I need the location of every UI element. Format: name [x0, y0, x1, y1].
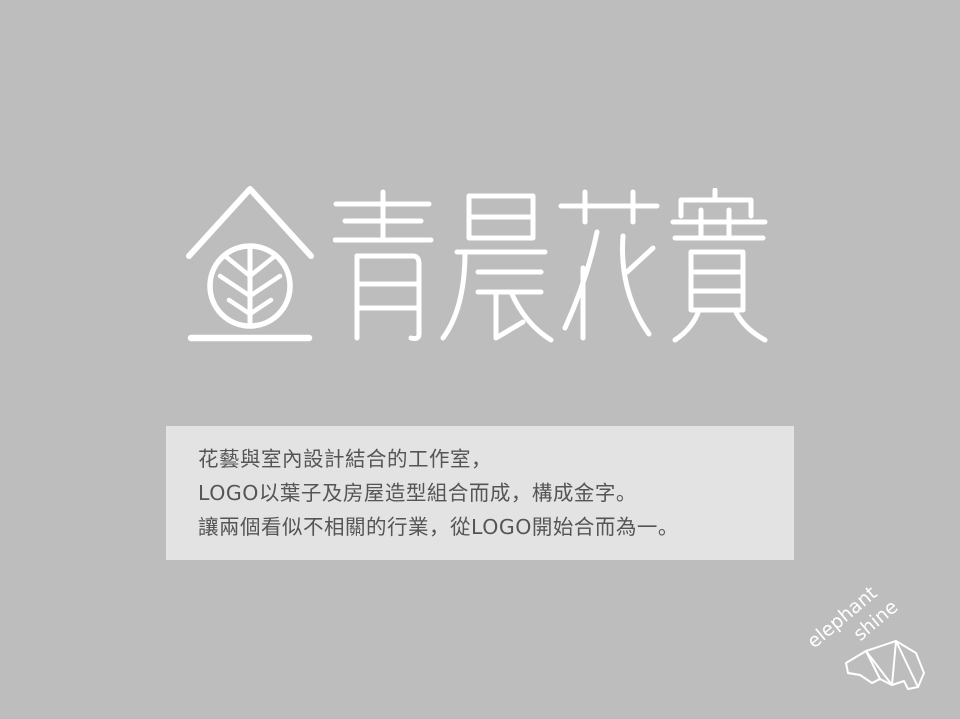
brand-logo — [185, 186, 775, 346]
description-line-3: 讓兩個看似不相關的行業，從LOGO開始合而為一。 — [198, 515, 679, 539]
elephant-origami-icon — [845, 640, 925, 690]
description-line-2: LOGO以葉子及房屋造型組合而成，構成金字。 — [198, 481, 637, 505]
logo-char-hua — [558, 189, 660, 341]
logo-wordmark — [333, 188, 768, 343]
logo-char-chen — [440, 193, 554, 343]
gold-house-leaf-icon — [186, 186, 314, 342]
elephant-shine-watermark: elephant shine — [803, 582, 925, 690]
description-line-1: 花藝與室內設計結合的工作室， — [198, 447, 492, 471]
logo-char-shi — [670, 188, 768, 343]
logo-char-qing — [333, 189, 434, 341]
description-box: 花藝與室內設計結合的工作室， LOGO以葉子及房屋造型組合而成，構成金字。 讓兩… — [166, 426, 794, 560]
